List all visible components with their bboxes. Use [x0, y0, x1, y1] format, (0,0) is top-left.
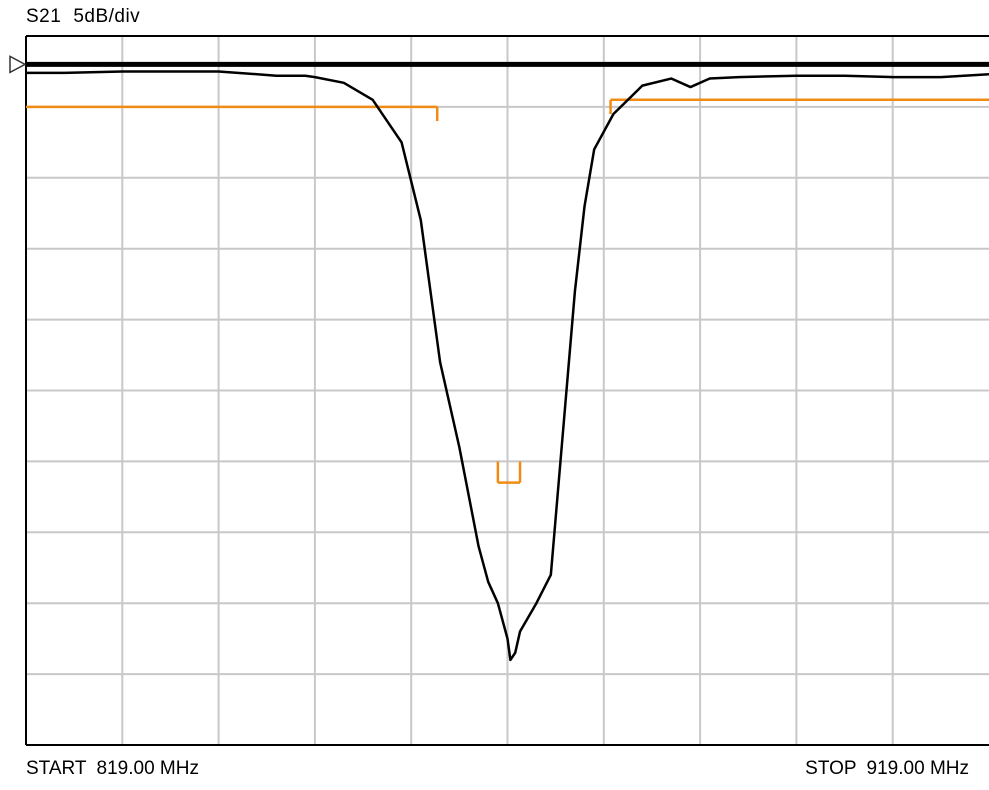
- trace-header: S21 5dB/div: [26, 6, 140, 28]
- start-frequency: START 819.00 MHz: [26, 758, 199, 780]
- stop-label: STOP: [805, 758, 857, 779]
- parameter-label: S21: [26, 6, 62, 27]
- reference-marker-icon: [9, 55, 27, 74]
- stop-frequency: STOP 919.00 MHz: [805, 758, 969, 780]
- start-label: START: [26, 758, 87, 779]
- stop-value: 919.00 MHz: [866, 758, 969, 779]
- scale-label: 5dB/div: [73, 6, 141, 27]
- start-value: 819.00 MHz: [96, 758, 199, 779]
- s21-trace: [26, 70, 989, 662]
